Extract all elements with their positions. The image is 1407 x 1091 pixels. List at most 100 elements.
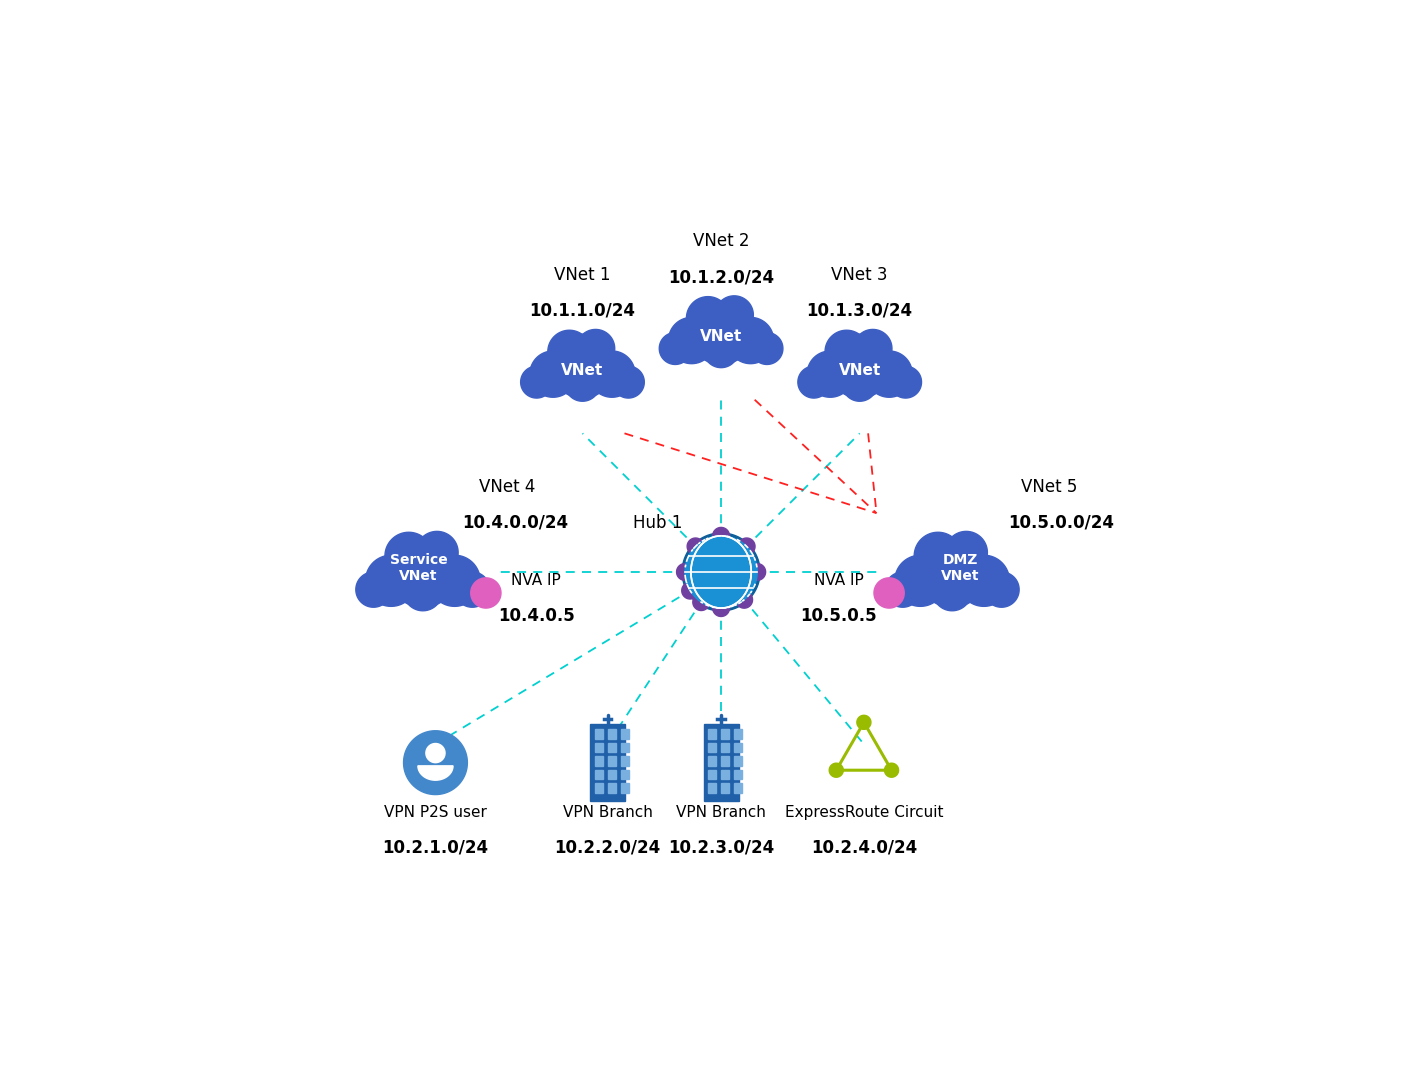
- Bar: [595, 743, 604, 753]
- Polygon shape: [933, 572, 971, 611]
- Text: Service
VNet: Service VNet: [390, 553, 447, 583]
- Bar: [590, 724, 625, 801]
- Polygon shape: [715, 296, 753, 334]
- Text: 10.4.0.5: 10.4.0.5: [498, 607, 574, 625]
- Polygon shape: [689, 301, 753, 364]
- Text: VNet 4: VNet 4: [478, 478, 535, 496]
- Polygon shape: [915, 532, 962, 580]
- Polygon shape: [704, 333, 739, 368]
- Polygon shape: [416, 531, 459, 574]
- Text: VNet 5: VNet 5: [1020, 478, 1076, 496]
- Text: VNet: VNet: [561, 363, 604, 377]
- Polygon shape: [426, 743, 445, 763]
- Text: 10.5.0.5: 10.5.0.5: [801, 607, 877, 625]
- Bar: [620, 770, 629, 779]
- Text: VNet 2: VNet 2: [692, 232, 750, 250]
- Bar: [734, 770, 743, 779]
- Polygon shape: [829, 764, 843, 777]
- Bar: [720, 729, 729, 739]
- Polygon shape: [739, 538, 756, 555]
- Text: VPN Branch: VPN Branch: [677, 805, 765, 819]
- Bar: [734, 743, 743, 753]
- Bar: [608, 756, 616, 766]
- Polygon shape: [550, 334, 615, 398]
- Bar: [734, 756, 743, 766]
- Bar: [595, 756, 604, 766]
- Polygon shape: [387, 537, 459, 608]
- Bar: [620, 729, 629, 739]
- Bar: [708, 743, 716, 753]
- Polygon shape: [356, 572, 391, 608]
- Bar: [620, 756, 629, 766]
- Polygon shape: [660, 333, 691, 364]
- Text: 10.2.3.0/24: 10.2.3.0/24: [668, 838, 774, 856]
- Polygon shape: [854, 329, 892, 368]
- Polygon shape: [677, 564, 694, 580]
- Text: VNet 1: VNet 1: [554, 266, 611, 284]
- Bar: [708, 783, 716, 793]
- Bar: [608, 729, 616, 739]
- Text: 10.4.0.0/24: 10.4.0.0/24: [463, 514, 568, 531]
- Polygon shape: [682, 583, 698, 599]
- Text: ExpressRoute Circuit: ExpressRoute Circuit: [785, 805, 943, 819]
- Polygon shape: [857, 716, 871, 730]
- Polygon shape: [825, 331, 868, 373]
- Bar: [595, 770, 604, 779]
- Polygon shape: [946, 531, 988, 574]
- Polygon shape: [418, 766, 453, 780]
- Polygon shape: [843, 367, 877, 401]
- Polygon shape: [685, 536, 757, 608]
- Polygon shape: [682, 532, 760, 611]
- Polygon shape: [404, 731, 467, 794]
- Text: 10.2.4.0/24: 10.2.4.0/24: [810, 838, 917, 856]
- Bar: [620, 743, 629, 753]
- Polygon shape: [687, 297, 730, 339]
- Bar: [720, 756, 729, 766]
- Bar: [608, 770, 616, 779]
- Polygon shape: [547, 331, 591, 373]
- Text: 10.1.1.0/24: 10.1.1.0/24: [529, 302, 636, 320]
- Bar: [595, 783, 604, 793]
- Polygon shape: [983, 572, 1019, 608]
- Text: 10.1.2.0/24: 10.1.2.0/24: [668, 268, 774, 286]
- Text: DMZ
VNet: DMZ VNet: [941, 553, 979, 583]
- Polygon shape: [692, 594, 709, 611]
- Text: VNet 3: VNet 3: [832, 266, 888, 284]
- Text: NVA IP: NVA IP: [511, 573, 561, 588]
- Polygon shape: [827, 334, 892, 398]
- Text: Hub 1: Hub 1: [633, 514, 682, 532]
- Polygon shape: [808, 351, 854, 397]
- Polygon shape: [798, 367, 830, 398]
- Polygon shape: [429, 555, 480, 607]
- Text: 10.1.3.0/24: 10.1.3.0/24: [806, 302, 913, 320]
- Text: VNet: VNet: [699, 329, 743, 345]
- Bar: [595, 729, 604, 739]
- Bar: [720, 783, 729, 793]
- Bar: [734, 783, 743, 793]
- Bar: [720, 770, 729, 779]
- Polygon shape: [727, 317, 774, 363]
- Polygon shape: [749, 564, 765, 580]
- Polygon shape: [917, 537, 988, 608]
- Bar: [608, 783, 616, 793]
- Polygon shape: [895, 555, 946, 607]
- Polygon shape: [668, 317, 715, 363]
- Bar: [704, 724, 739, 801]
- Polygon shape: [404, 572, 442, 611]
- Bar: [708, 756, 716, 766]
- Polygon shape: [590, 351, 635, 397]
- Bar: [708, 770, 716, 779]
- Bar: [708, 729, 716, 739]
- Polygon shape: [687, 538, 704, 555]
- Text: 10.2.2.0/24: 10.2.2.0/24: [554, 838, 661, 856]
- Polygon shape: [874, 578, 905, 608]
- Polygon shape: [958, 555, 1009, 607]
- Polygon shape: [471, 578, 501, 608]
- Polygon shape: [454, 572, 490, 608]
- Bar: [720, 743, 729, 753]
- Bar: [620, 783, 629, 793]
- Text: VPN P2S user: VPN P2S user: [384, 805, 487, 819]
- Polygon shape: [577, 329, 615, 368]
- Bar: [734, 729, 743, 739]
- Polygon shape: [751, 333, 782, 364]
